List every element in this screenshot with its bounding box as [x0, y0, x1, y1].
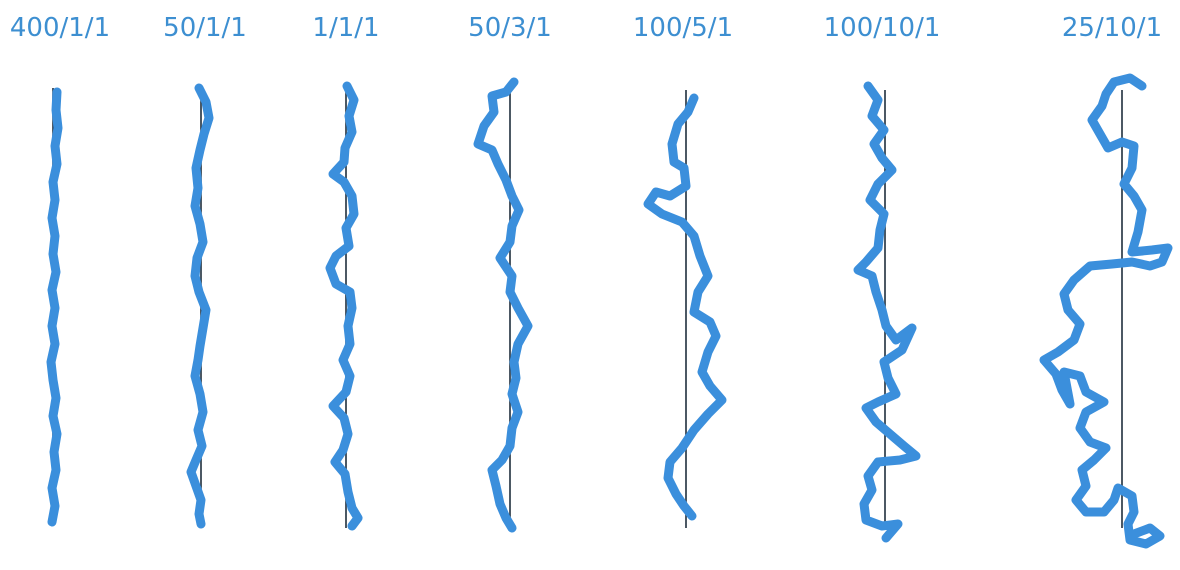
panel-label: 400/1/1 [10, 13, 110, 43]
walk-path [643, 93, 727, 521]
walk-path [473, 77, 533, 533]
panel-label: 25/10/1 [1062, 13, 1162, 43]
panel-100-5-1: 100/5/1 [633, 13, 733, 528]
panel-25-10-1: 25/10/1 [1039, 13, 1173, 549]
panel-100-10-1: 100/10/1 [824, 13, 941, 543]
walk-path [853, 81, 921, 543]
walk-path [46, 87, 63, 527]
walk-path [186, 83, 214, 529]
panel-1-1-1: 1/1/1 [312, 13, 380, 531]
panel-label: 50/1/1 [163, 13, 247, 43]
panel-50-1-1: 50/1/1 [163, 13, 247, 529]
panel-400-1-1: 400/1/1 [10, 13, 110, 527]
panel-label: 100/5/1 [633, 13, 733, 43]
walk-path [325, 81, 363, 531]
walk-path [1039, 73, 1173, 549]
panel-label: 1/1/1 [312, 13, 379, 43]
panel-label: 50/3/1 [468, 13, 552, 43]
panel-50-3-1: 50/3/1 [468, 13, 552, 533]
panel-label: 100/10/1 [824, 13, 941, 43]
